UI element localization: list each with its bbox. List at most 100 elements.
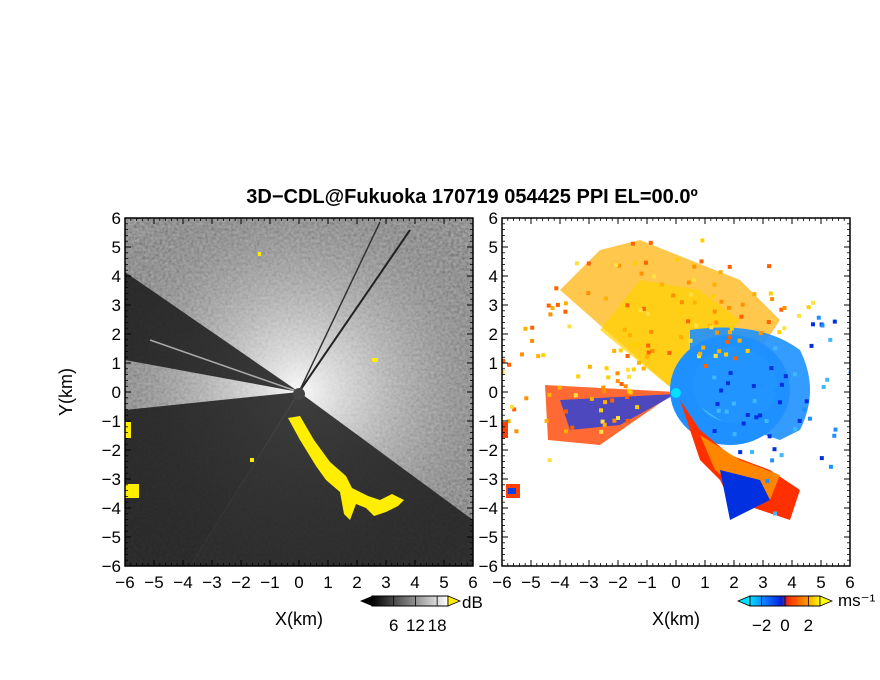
velocity-pixel	[586, 261, 591, 266]
velocity-pixel	[686, 280, 691, 285]
y-tick-label: 6	[489, 209, 498, 228]
velocity-pixel	[646, 343, 651, 348]
y-tick-label: −2	[102, 441, 121, 460]
velocity-pixel	[557, 385, 562, 390]
x-tick-label: −6	[492, 573, 511, 592]
velocity-pixel	[752, 399, 757, 404]
velocity-pixel	[770, 297, 775, 302]
x-tick-label: 6	[845, 573, 854, 592]
velocity-pixel	[758, 382, 763, 387]
velocity-pixel	[530, 338, 535, 343]
velocity-pixel	[758, 413, 763, 418]
velocity-pixel	[728, 371, 733, 375]
velocity-pixel	[638, 308, 643, 313]
x-tick-label: 4	[410, 573, 419, 592]
velocity-pixel	[783, 374, 788, 379]
velocity-pixel	[797, 418, 802, 423]
x-tick-label: 0	[671, 573, 680, 592]
x-tick-label: −6	[115, 573, 134, 592]
velocity-pixel	[779, 307, 784, 312]
colorbar-tick-label: 12	[406, 616, 425, 635]
velocity-panel: −6 −5 −4 −3 −2 −1 0 1 2 3 4 5 6 6 5 4 3 2 1 0 −1 −2 −3 −4 −5 −6 X…	[479, 209, 876, 635]
velocity-pixel	[587, 364, 592, 369]
velocity-pixel	[692, 277, 697, 282]
velocity-pixel	[715, 330, 719, 335]
velocity-pixel	[546, 303, 551, 308]
velocity-pixel	[509, 404, 514, 409]
velocity-pixel	[709, 325, 714, 330]
velocity-pixel	[604, 366, 609, 371]
velocity-pixel	[586, 291, 591, 296]
x-tick-label: 0	[294, 573, 303, 592]
velocity-pixel	[631, 367, 636, 372]
y-tick-label: −1	[102, 412, 121, 431]
velocity-pixel	[716, 408, 721, 413]
velocity-pixel	[550, 306, 555, 310]
velocity-pixel	[570, 425, 575, 430]
velocity-pixel	[667, 350, 672, 355]
velocity-pixel	[602, 422, 607, 427]
velocity-pixel	[782, 326, 787, 331]
velocity-pixel	[622, 327, 627, 332]
x-tick-label: 2	[729, 573, 738, 592]
velocity-pixel	[807, 416, 812, 421]
velocity-pixel	[833, 427, 838, 432]
velocity-pixel	[641, 306, 646, 311]
velocity-pixel	[703, 364, 708, 368]
velocity-pixel	[589, 396, 594, 401]
y-tick-label: 2	[112, 325, 121, 344]
x-tick-label: −4	[550, 573, 569, 592]
y-tick-label: 1	[489, 354, 498, 373]
velocity-pixel	[737, 338, 742, 343]
velocity-pixel	[645, 355, 650, 359]
velocity-pixel	[619, 382, 624, 386]
velocity-pixel	[809, 343, 814, 348]
colorbar-tick-label: 2	[804, 616, 813, 635]
velocity-pixel	[530, 325, 535, 330]
velocity-pixel	[615, 379, 620, 384]
velocity-pixel	[674, 257, 679, 262]
velocity-pixel	[692, 300, 697, 305]
velocity-pixel	[698, 351, 703, 356]
velocity-pixel	[712, 375, 717, 380]
velocity-pixel	[632, 261, 637, 266]
velocity-pixel	[765, 479, 770, 483]
velocity-pixel	[804, 399, 809, 404]
velocity-pixel	[567, 324, 572, 329]
velocity-pixel	[689, 292, 694, 297]
x-tick-label: −2	[608, 573, 627, 592]
velocity-pixel	[731, 401, 736, 406]
y-tick-label: 0	[489, 383, 498, 402]
velocity-pixel	[603, 400, 608, 405]
velocity-pixel	[612, 418, 617, 423]
velocity-pixel	[659, 282, 664, 287]
velocity-pixel	[544, 418, 549, 423]
velocity-pixel	[767, 264, 772, 269]
velocity-pixel	[514, 429, 519, 434]
x-tick-label: 3	[758, 573, 767, 592]
velocity-pixel	[754, 415, 759, 420]
velocity-pixel	[554, 286, 559, 291]
velocity-pixel	[635, 405, 640, 410]
velocity-pixel	[601, 385, 606, 390]
velocity-pixel	[648, 240, 653, 245]
velocity-pixel	[770, 458, 775, 463]
velocity-colorbar-unit: ms⁻¹	[838, 591, 876, 610]
velocity-pixel	[677, 349, 682, 354]
x-tick-label: 1	[323, 573, 332, 592]
velocity-pixel	[729, 326, 734, 331]
y-tick-label: 6	[112, 209, 121, 228]
velocity-pixel	[773, 511, 777, 516]
velocity-pixel	[751, 384, 756, 389]
velocity-pixel	[792, 372, 797, 377]
velocity-pixel	[632, 342, 637, 347]
velocity-pixel	[679, 300, 684, 305]
velocity-pixel	[649, 329, 654, 334]
velocity-pixel	[563, 409, 568, 414]
x-tick-label: −4	[173, 573, 192, 592]
y-tick-label: −3	[102, 470, 121, 489]
x-tick-label: 1	[700, 573, 709, 592]
velocity-pixel	[636, 342, 641, 347]
velocity-pixel	[563, 301, 568, 306]
